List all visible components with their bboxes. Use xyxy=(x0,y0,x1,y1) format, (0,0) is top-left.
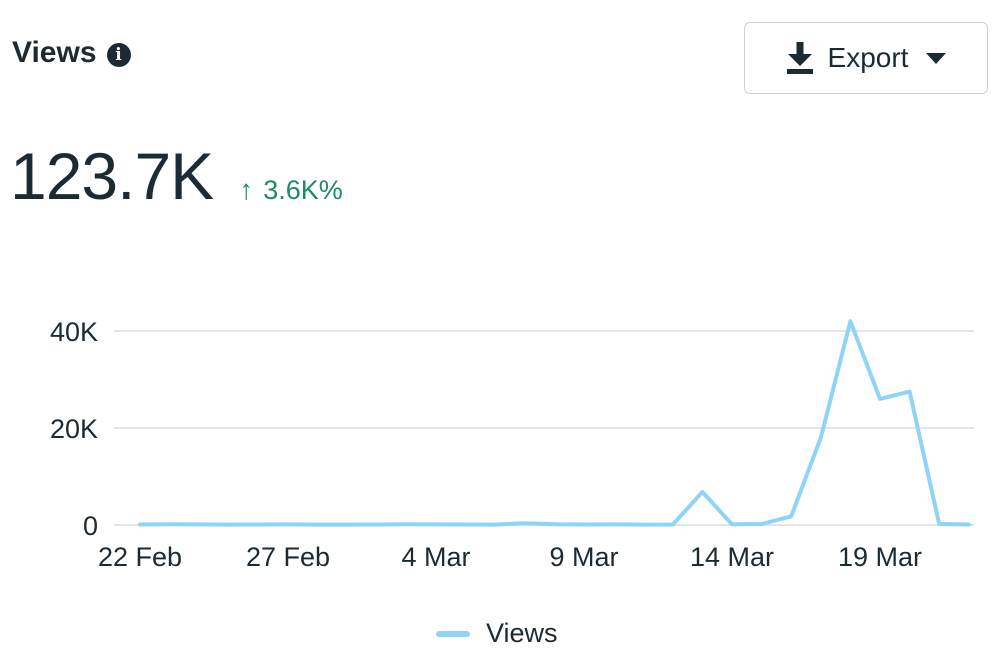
legend-swatch-views xyxy=(436,630,470,637)
x-tick-label: 27 Feb xyxy=(246,542,330,572)
export-button[interactable]: Export xyxy=(744,22,988,94)
y-axis-ticks: 0 20K 40K xyxy=(50,317,98,541)
chart-header: Views i xyxy=(12,36,131,70)
chart-title: Views xyxy=(12,36,97,69)
y-tick-label: 0 xyxy=(83,511,98,541)
x-axis-ticks: 22 Feb 27 Feb 4 Mar 9 Mar 14 Mar 19 Mar xyxy=(98,542,922,572)
caret-down-icon xyxy=(926,52,947,64)
download-icon xyxy=(786,42,813,74)
x-tick-label: 19 Mar xyxy=(838,542,922,572)
info-icon[interactable]: i xyxy=(106,42,131,67)
grid-lines xyxy=(114,330,974,526)
line-chart: 0 20K 40K 22 Feb 27 Feb 4 Mar 9 Mar 14 Mar 19 M… xyxy=(50,317,974,572)
x-tick-label: 22 Feb xyxy=(98,542,182,572)
y-tick-label: 20K xyxy=(50,414,98,444)
metric-summary: 123.7K ↑ 3.6K% xyxy=(10,138,343,214)
y-tick-label: 40K xyxy=(50,317,98,347)
x-tick-label: 4 Mar xyxy=(401,542,470,572)
arrow-up-icon: ↑ xyxy=(239,174,254,205)
delta-value: 3.6K% xyxy=(263,175,343,205)
delta-indicator: ↑ 3.6K% xyxy=(239,174,343,206)
legend-label-views[interactable]: Views xyxy=(486,618,558,648)
legend: Views xyxy=(436,618,558,649)
x-tick-label: 9 Mar xyxy=(549,542,618,572)
export-label: Export xyxy=(827,42,909,73)
series-lines xyxy=(138,319,971,527)
metric-value: 123.7K xyxy=(10,139,214,213)
series-line-views[interactable] xyxy=(138,319,971,527)
x-tick-label: 14 Mar xyxy=(690,542,774,572)
